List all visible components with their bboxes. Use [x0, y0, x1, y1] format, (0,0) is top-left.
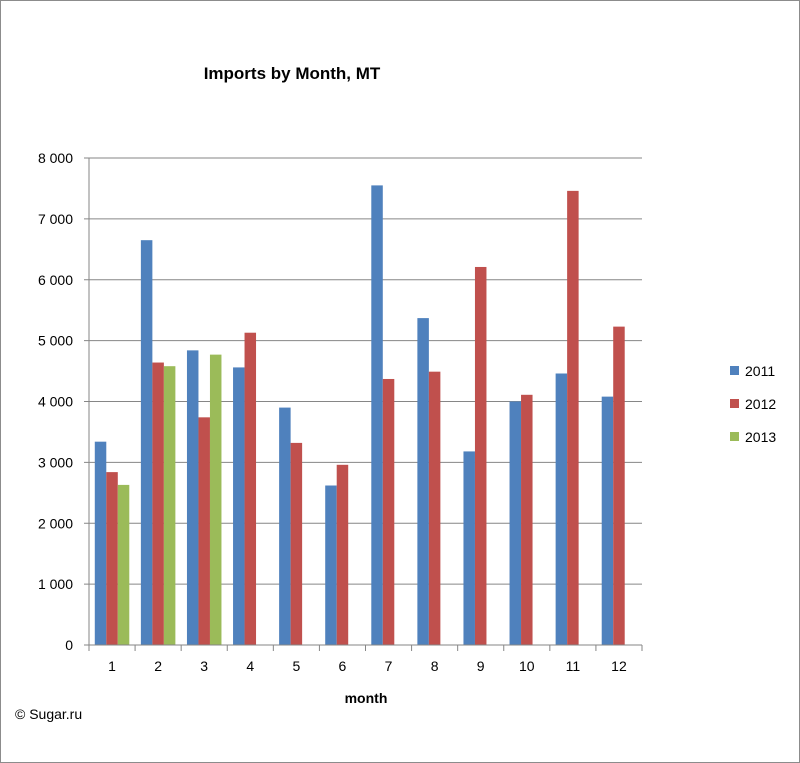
y-tick-label: 3 000	[38, 454, 73, 470]
bars	[94, 185, 625, 646]
gridlines	[89, 157, 642, 585]
bar-2012-month-2	[152, 362, 164, 645]
x-tick-label: 1	[108, 658, 116, 674]
legend-label-2013: 2013	[745, 429, 776, 445]
y-tick-label: 0	[65, 637, 73, 653]
x-tick-label: 12	[611, 658, 627, 674]
bar-2012-month-1	[106, 472, 118, 645]
y-tick-label: 4 000	[38, 394, 73, 410]
bar-2013-month-1	[117, 484, 130, 645]
legend-swatch-2012	[730, 399, 739, 408]
bar-2013-month-2	[163, 366, 176, 645]
bar-2012-month-12	[613, 326, 625, 645]
bar-2011-month-4	[233, 367, 245, 645]
y-tick-label: 2 000	[38, 515, 73, 531]
bar-2011-month-6	[325, 485, 337, 645]
axes	[84, 157, 643, 651]
x-tick-label: 10	[519, 658, 535, 674]
y-tick-label: 5 000	[38, 333, 73, 349]
y-tick-labels: 0 1 000 2 000 3 000 4 000 5 000 6 000 7 000 8 00…	[38, 150, 73, 653]
x-tick-label: 9	[477, 658, 485, 674]
y-tick-label: 7 000	[38, 211, 73, 227]
x-axis-label: month	[345, 690, 388, 706]
bar-2012-month-8	[428, 371, 441, 645]
chart-title: Imports by Month, MT	[204, 64, 381, 83]
bar-2012-month-11	[567, 190, 579, 645]
x-tick-label: 5	[292, 658, 300, 674]
y-tick-label: 6 000	[38, 272, 73, 288]
bar-2012-month-9	[474, 266, 487, 645]
bar-2011-month-3	[186, 350, 199, 645]
bar-2012-month-6	[336, 464, 349, 645]
legend-swatch-2013	[730, 432, 739, 441]
bar-2012-month-4	[244, 332, 257, 645]
x-tick-labels: 1 2 3 4 5 6 7 8 9 10 11 12	[108, 658, 627, 674]
bar-2011-month-12	[601, 396, 614, 645]
bar-2011-month-9	[463, 451, 475, 645]
legend: 2011 2012 2013	[730, 363, 776, 445]
bar-2011-month-8	[417, 318, 429, 645]
x-tick-label: 11	[566, 658, 581, 674]
copyright-credit: © Sugar.ru	[15, 706, 83, 722]
x-tick-label: 8	[431, 658, 439, 674]
x-tick-label: 3	[200, 658, 208, 674]
x-tick-label: 6	[339, 658, 347, 674]
legend-label-2012: 2012	[745, 396, 776, 412]
bar-2012-month-3	[198, 417, 210, 645]
bar-2012-month-5	[290, 442, 303, 645]
bar-2011-month-7	[371, 185, 383, 646]
x-tick-label: 7	[385, 658, 393, 674]
bar-2011-month-11	[555, 373, 568, 645]
bar-2011-month-10	[509, 401, 522, 645]
bar-2013-month-3	[209, 354, 222, 645]
bar-2011-month-2	[140, 240, 153, 645]
legend-label-2011: 2011	[745, 363, 775, 379]
y-tick-label: 8 000	[38, 150, 73, 166]
bar-2011-month-1	[94, 441, 107, 645]
legend-swatch-2011	[730, 366, 739, 375]
bar-2012-month-7	[382, 378, 395, 645]
y-tick-label: 1 000	[38, 576, 73, 592]
bar-2011-month-5	[279, 407, 291, 645]
x-tick-label: 4	[246, 658, 254, 674]
x-tick-label: 2	[154, 658, 162, 674]
bar-2012-month-10	[521, 394, 533, 645]
